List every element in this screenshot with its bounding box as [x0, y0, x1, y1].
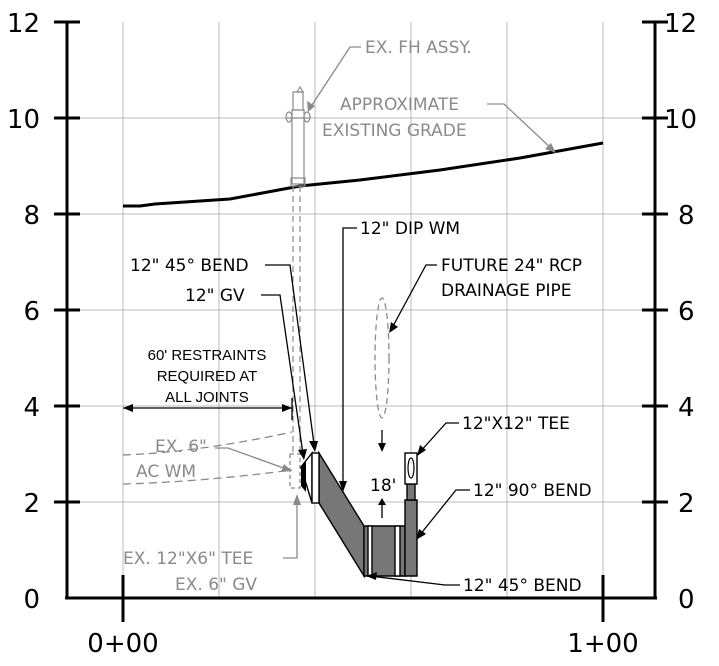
y-tick-labels-left: 0 2 4 6 8 10 12 — [7, 9, 40, 615]
y-tick-label: 12 — [664, 9, 697, 39]
label-tee-12x12: 12"X12" TEE — [462, 414, 570, 434]
label-drainage-pipe: DRAINAGE PIPE — [441, 281, 571, 301]
label-ex-tee: EX. 12"X6" TEE — [123, 549, 253, 569]
grid — [67, 22, 655, 598]
existing-grade-line — [123, 141, 604, 208]
ex-fire-hydrant — [285, 85, 311, 455]
y-tick-label: 6 — [23, 297, 40, 327]
bend-45-bottom — [367, 525, 373, 577]
pipe-riser-section — [404, 499, 418, 577]
label-future-rcp: FUTURE 24" RCP — [441, 256, 582, 276]
future-rcp-outline — [374, 297, 390, 419]
y-tick-label: 2 — [678, 489, 695, 519]
tee-12x12 — [404, 452, 418, 485]
bend-45-top — [311, 452, 320, 504]
pipe-stub — [406, 483, 416, 501]
y-tick-label: 12 — [7, 9, 40, 39]
label-bend-45-bottom: 12" 45° BEND — [463, 576, 582, 596]
ex-6-ac-wm — [122, 431, 293, 485]
label-restraints-2: REQUIRED AT — [157, 368, 258, 385]
label-ex-gv: EX. 6" GV — [175, 575, 257, 595]
y-tick-label: 6 — [678, 297, 695, 327]
label-bend-90: 12" 90° BEND — [473, 481, 592, 501]
y-tick-label: 0 — [23, 585, 40, 615]
gv-12-valve-body — [301, 460, 306, 492]
y-tick-label: 0 — [678, 585, 695, 615]
label-restraints-1: 60' RESTRAINTS — [148, 347, 267, 364]
y-tick-label: 8 — [678, 201, 695, 231]
label-gv-12: 12" GV — [185, 286, 245, 306]
label-dip-wm: 12" DIP WM — [360, 219, 460, 239]
leaders — [215, 46, 556, 586]
proposed-water-main — [300, 450, 418, 579]
label-restraints-3: ALL JOINTS — [165, 389, 249, 406]
label-existing-grade: EXISTING GRADE — [322, 121, 467, 141]
label-clearance: 18' — [370, 476, 396, 496]
restraints-dimension — [123, 398, 293, 420]
label-approx-grade: APPROXIMATE — [340, 95, 459, 115]
tee-12x12-outlet — [407, 457, 415, 479]
x-tick-label: 1+00 — [567, 629, 638, 659]
y-tick-label: 10 — [664, 105, 697, 135]
y-tick-label: 10 — [7, 105, 40, 135]
x-tick-label: 0+00 — [87, 629, 158, 659]
y-tick-label: 4 — [678, 393, 695, 423]
clearance-dimension — [378, 430, 386, 518]
label-bend-45-top: 12" 45° BEND — [130, 256, 249, 276]
y-tick-label: 8 — [23, 201, 40, 231]
label-ac-wm: AC WM — [136, 462, 196, 482]
y-tick-label: 2 — [23, 489, 40, 519]
coupling — [394, 525, 401, 577]
label-ex-fh-assy: EX. FH ASSY. — [365, 38, 472, 58]
label-ex-6: EX. 6" — [155, 437, 207, 457]
y-tick-label: 4 — [23, 393, 40, 423]
axes — [54, 20, 668, 622]
pipe-angled-section — [318, 450, 365, 579]
y-tick-labels-right: 0 2 4 6 8 10 12 — [664, 9, 697, 615]
